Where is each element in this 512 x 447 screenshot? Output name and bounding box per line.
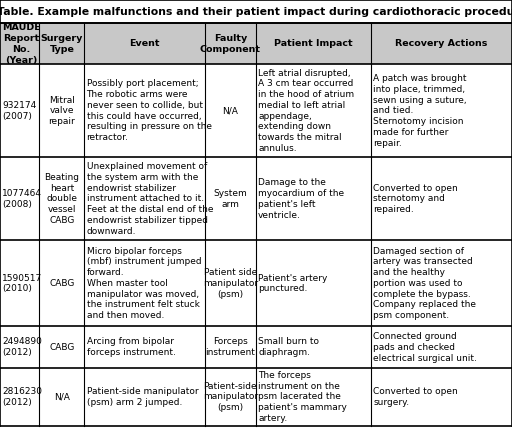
Text: Connected ground
pads and checked
electrical surgical unit.: Connected ground pads and checked electr… <box>373 332 477 363</box>
Text: Damage to the
myocardium of the
patient's left
ventricle.: Damage to the myocardium of the patient'… <box>258 178 344 219</box>
Text: The forceps
instrument on the
psm lacerated the
patient's mammary
artery.: The forceps instrument on the psm lacera… <box>258 371 347 423</box>
Text: Patient Impact: Patient Impact <box>274 39 353 48</box>
Text: 2816230
(2012): 2816230 (2012) <box>2 387 42 407</box>
Bar <box>0 23 512 64</box>
Text: Mitral
valve
repair: Mitral valve repair <box>49 96 75 126</box>
Text: Surgery
Type: Surgery Type <box>41 34 83 54</box>
Text: Patient-side manipulator
(psm) arm 2 jumped.: Patient-side manipulator (psm) arm 2 jum… <box>87 387 198 407</box>
Text: Converted to open
sternotomy and
repaired.: Converted to open sternotomy and repaire… <box>373 184 458 214</box>
Text: Event: Event <box>130 39 160 48</box>
Text: Micro bipolar forceps
(mbf) instrument jumped
forward.
When master tool
manipula: Micro bipolar forceps (mbf) instrument j… <box>87 247 201 320</box>
Text: CABG: CABG <box>49 279 75 288</box>
Text: Small burn to
diaphragm.: Small burn to diaphragm. <box>258 337 319 357</box>
Text: System
arm: System arm <box>214 189 247 209</box>
Text: CABG: CABG <box>49 343 75 352</box>
Text: Left atrial disrupted,
A 3 cm tear occurred
in the hood of atrium
medial to left: Left atrial disrupted, A 3 cm tear occur… <box>258 69 354 153</box>
Text: N/A: N/A <box>54 392 70 401</box>
Text: Unexplained movement of
the system arm with the
endowrist stabilizer
instrument : Unexplained movement of the system arm w… <box>87 162 213 236</box>
Text: 1077464
(2008): 1077464 (2008) <box>2 189 42 209</box>
Text: Beating
heart
double
vessel
CABG: Beating heart double vessel CABG <box>45 173 79 225</box>
Text: Patient-side
manipulator
(psm): Patient-side manipulator (psm) <box>203 382 258 412</box>
Text: Patient side
manipulator
(psm): Patient side manipulator (psm) <box>203 268 258 299</box>
Text: S4 Table. Example malfunctions and their patient impact during cardiothoracic pr: S4 Table. Example malfunctions and their… <box>0 7 512 17</box>
Text: 2494890
(2012): 2494890 (2012) <box>2 337 42 357</box>
Text: Faulty
Component: Faulty Component <box>200 34 261 54</box>
Text: Damaged section of
artery was transected
and the healthy
portion was used to
com: Damaged section of artery was transected… <box>373 247 476 320</box>
Text: Recovery Actions: Recovery Actions <box>395 39 488 48</box>
Text: Arcing from bipolar
forceps instrument.: Arcing from bipolar forceps instrument. <box>87 337 176 357</box>
Text: 932174
(2007): 932174 (2007) <box>2 101 36 121</box>
Text: Converted to open
surgery.: Converted to open surgery. <box>373 387 458 407</box>
Text: A patch was brought
into place, trimmed,
sewn using a suture,
and tied.
Sternoto: A patch was brought into place, trimmed,… <box>373 74 467 148</box>
Text: MAUDE
Report
No.
(Year): MAUDE Report No. (Year) <box>2 23 41 65</box>
Text: N/A: N/A <box>222 106 239 115</box>
Text: Patient's artery
punctured.: Patient's artery punctured. <box>258 274 327 293</box>
Text: Possibly port placement;
The robotic arms were
never seen to collide, but
this c: Possibly port placement; The robotic arm… <box>87 80 211 142</box>
Text: 1590517
(2010): 1590517 (2010) <box>2 274 42 293</box>
Text: Forceps
instrument: Forceps instrument <box>205 337 255 357</box>
